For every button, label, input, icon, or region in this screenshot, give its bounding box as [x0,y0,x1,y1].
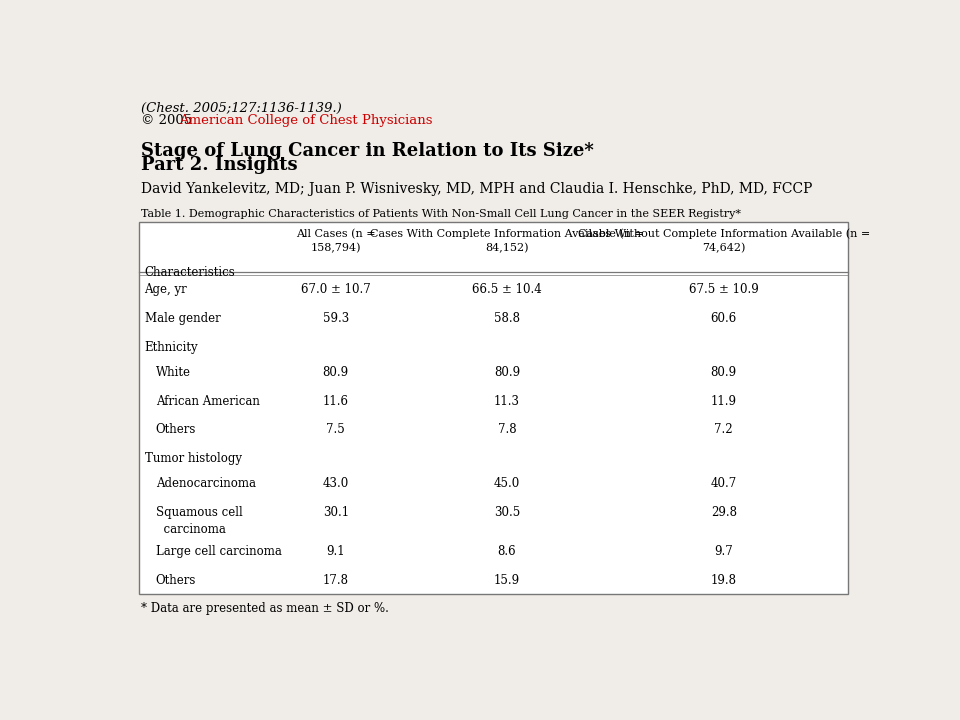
Text: 30.1: 30.1 [323,506,348,519]
Text: 7.2: 7.2 [714,423,733,436]
Text: 80.9: 80.9 [710,366,737,379]
Text: Part 2. Insights: Part 2. Insights [141,156,298,174]
Text: 67.5 ± 10.9: 67.5 ± 10.9 [689,283,758,296]
Text: 11.6: 11.6 [323,395,348,408]
Text: 29.8: 29.8 [710,506,736,519]
Text: 80.9: 80.9 [323,366,348,379]
Text: Tumor histology: Tumor histology [145,452,242,465]
Text: 59.3: 59.3 [323,312,348,325]
Text: Characteristics: Characteristics [145,266,235,279]
Text: 9.1: 9.1 [326,545,345,558]
Text: 19.8: 19.8 [710,574,736,587]
Text: Male gender: Male gender [145,312,220,325]
Text: 7.5: 7.5 [326,423,346,436]
Text: 40.7: 40.7 [710,477,737,490]
Text: Others: Others [156,574,196,587]
Text: 58.8: 58.8 [493,312,520,325]
Text: 60.6: 60.6 [710,312,737,325]
Text: Table 1. Demographic Characteristics of Patients With Non-Small Cell Lung Cancer: Table 1. Demographic Characteristics of … [141,210,741,220]
Text: Stage of Lung Cancer in Relation to Its Size*: Stage of Lung Cancer in Relation to Its … [141,142,593,160]
Text: David Yankelevitz, MD; Juan P. Wisnivesky, MD, MPH and Claudia I. Henschke, PhD,: David Yankelevitz, MD; Juan P. Wisnivesk… [141,181,812,196]
Text: Age, yr: Age, yr [145,283,187,296]
Text: 30.5: 30.5 [493,506,520,519]
Text: 80.9: 80.9 [493,366,520,379]
Text: 66.5 ± 10.4: 66.5 ± 10.4 [472,283,541,296]
Text: African American: African American [156,395,259,408]
Text: 7.8: 7.8 [497,423,516,436]
Text: Cases With Complete Information Available (n =
84,152): Cases With Complete Information Availabl… [370,229,644,253]
Text: © 2005: © 2005 [141,114,196,127]
Text: All Cases (n =
158,794): All Cases (n = 158,794) [296,229,375,253]
Text: 11.9: 11.9 [710,395,736,408]
FancyBboxPatch shape [138,222,848,594]
Text: American College of Chest Physicians: American College of Chest Physicians [180,114,433,127]
Text: 43.0: 43.0 [323,477,348,490]
Text: * Data are presented as mean ± SD or %.: * Data are presented as mean ± SD or %. [141,602,389,615]
Text: (Chest. 2005;127:1136-1139.): (Chest. 2005;127:1136-1139.) [141,102,342,115]
Text: Ethnicity: Ethnicity [145,341,198,354]
Text: Large cell carcinoma: Large cell carcinoma [156,545,281,558]
Text: 8.6: 8.6 [497,545,516,558]
Text: Others: Others [156,423,196,436]
Text: White: White [156,366,191,379]
Text: 67.0 ± 10.7: 67.0 ± 10.7 [300,283,371,296]
Text: Squamous cell
  carcinoma: Squamous cell carcinoma [156,506,243,536]
Text: Cases Without Complete Information Available (n =
74,642): Cases Without Complete Information Avail… [578,229,870,253]
Text: 9.7: 9.7 [714,545,733,558]
Text: 17.8: 17.8 [323,574,348,587]
Text: 11.3: 11.3 [493,395,520,408]
Text: 15.9: 15.9 [493,574,520,587]
Text: 45.0: 45.0 [493,477,520,490]
Text: Adenocarcinoma: Adenocarcinoma [156,477,255,490]
